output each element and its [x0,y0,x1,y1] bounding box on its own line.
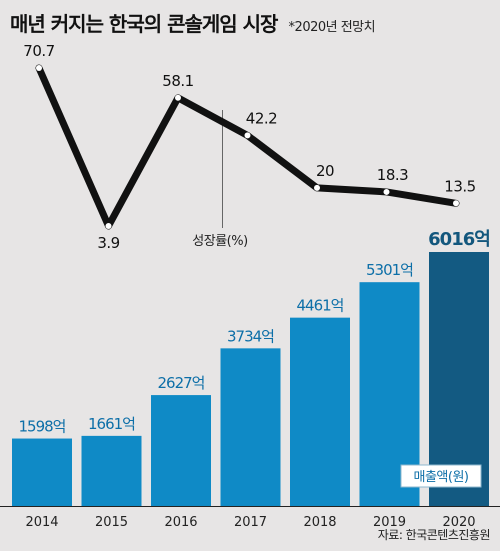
line-series-label: 성장률(%) [192,234,247,249]
growth-value-label-2019: 18.3 [377,166,408,184]
bar-series-label-box [400,464,482,488]
bar-value-label-2017: 3734억 [227,327,274,345]
growth-value-label-2015: 3.9 [97,234,119,252]
growth-point-2015 [105,223,112,229]
growth-value-label-2018: 20 [316,162,334,180]
growth-value-label-2017: 42.2 [246,109,277,127]
bar-2017 [220,348,281,506]
bar-value-label-2020: 6016억 [428,229,490,250]
growth-value-label-2020: 13.5 [444,177,475,195]
bar-value-label-2015: 1661억 [88,415,135,433]
bar-value-label-2018: 4461억 [297,297,344,315]
growth-line [35,64,460,230]
growth-point-2016 [175,94,181,101]
bar-2014 [12,438,72,506]
bar-value-label-2016: 2627억 [158,374,205,392]
growth-value-label-2014: 70.7 [23,42,54,60]
x-tick-label-2020: 2020 [442,515,475,530]
source-note: 자료: 한국콘텐츠진흥원 [377,528,491,542]
x-tick-label-2014: 2014 [25,515,58,530]
x-tick-label-2017: 2017 [234,515,267,530]
growth-value-label-2016: 58.1 [162,72,193,90]
bar-2016 [151,395,211,506]
x-tick-label-2019: 2019 [373,515,406,530]
growth-point-2018 [314,184,320,191]
bar-value-label-2019: 5301억 [366,261,413,279]
bar-2020 [429,252,489,506]
bar-value-label-2014: 1598억 [19,418,66,436]
x-tick-label-2018: 2018 [303,515,336,530]
bar-2018 [290,317,350,506]
growth-point-2019 [383,188,390,195]
x-tick-label-2016: 2016 [164,515,197,530]
chart-subtitle: *2020년 전망치 [288,20,376,35]
x-tick-label-2015: 2015 [95,515,128,530]
chart-title: 매년 커지는 한국의 콘솔게임 시장 [10,12,278,36]
bar-2015 [81,435,142,506]
bar-series-label: 매출액(원) [414,470,469,485]
chart-header: 매년 커지는 한국의 콘솔게임 시장 *2020년 전망치 [10,8,376,38]
growth-point-2014 [36,65,42,71]
growth-point-2020 [453,200,459,207]
growth-point-2017 [244,132,251,139]
